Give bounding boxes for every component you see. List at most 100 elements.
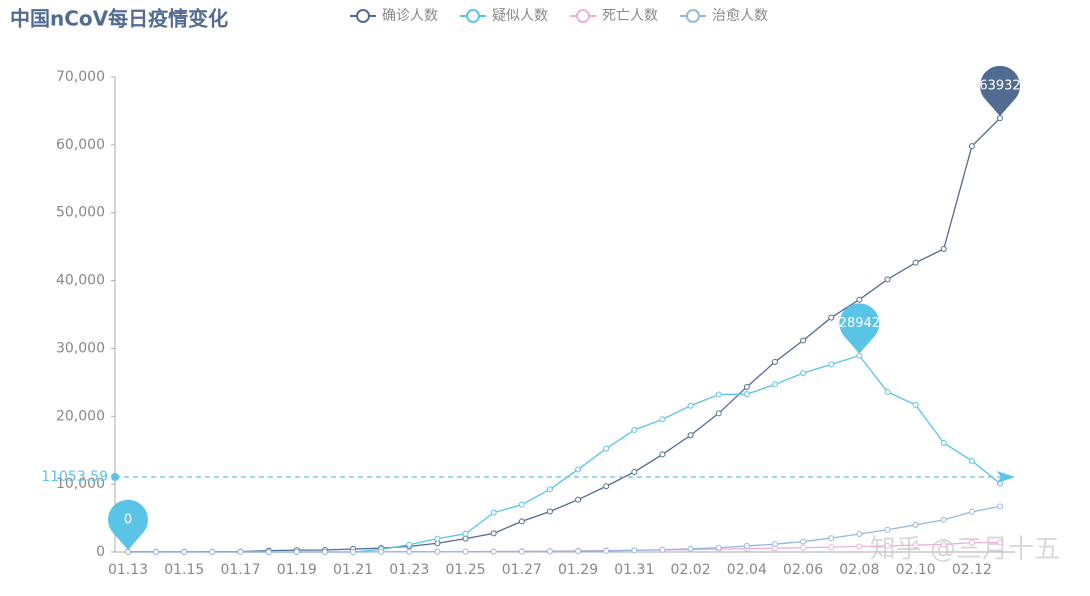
legend-icon <box>576 9 590 23</box>
legend-icon <box>686 9 700 23</box>
point <box>406 548 413 555</box>
mark-pin <box>980 65 1021 117</box>
point <box>603 483 610 490</box>
y-tick-label: 40,000 <box>56 273 105 289</box>
point <box>940 439 947 446</box>
point <box>997 115 1003 122</box>
chart-title: 中国nCoV每日疫情变化 <box>10 7 228 31</box>
y-tick-label: 50,000 <box>56 205 105 221</box>
point <box>912 542 919 549</box>
x-tick-label: 02.12 <box>952 562 992 578</box>
x-tick-label: 01.23 <box>389 562 429 578</box>
mark-pin <box>108 499 148 550</box>
x-tick-label: 01.21 <box>333 562 373 578</box>
point <box>800 370 807 377</box>
point <box>940 516 947 523</box>
legend-icon <box>356 9 370 23</box>
point <box>209 549 216 555</box>
mark-pin-label: 63932 <box>979 79 1020 94</box>
legend-item[interactable]: 确诊人数 <box>350 8 438 24</box>
point <box>406 541 413 548</box>
y-tick-label: 30,000 <box>56 340 105 356</box>
point <box>828 314 835 321</box>
x-tick-label: 02.04 <box>727 562 767 578</box>
legend-item[interactable]: 治愈人数 <box>680 8 768 24</box>
point <box>181 549 188 555</box>
point <box>997 503 1003 510</box>
point <box>743 383 750 390</box>
legend-item[interactable]: 疑似人数 <box>460 8 548 24</box>
y-tick-label: 0 <box>96 544 105 560</box>
legend-item[interactable]: 死亡人数 <box>570 8 658 24</box>
point <box>884 542 891 549</box>
point <box>631 426 638 433</box>
series-line <box>128 354 1001 553</box>
point <box>546 548 553 555</box>
point <box>631 468 638 475</box>
point <box>518 548 525 555</box>
x-tick-label: 01.31 <box>614 562 654 578</box>
point <box>715 544 722 551</box>
legend-label: 治愈人数 <box>712 8 768 24</box>
legend-label: 确诊人数 <box>382 8 438 24</box>
point <box>434 535 441 542</box>
point <box>912 259 919 266</box>
average-arrow <box>997 470 1015 483</box>
point <box>968 457 975 464</box>
point <box>856 296 863 303</box>
y-tick-label: 10,000 <box>56 476 105 492</box>
point <box>462 535 469 542</box>
point <box>631 547 638 554</box>
point <box>575 466 582 473</box>
point <box>575 548 582 555</box>
point <box>884 388 891 395</box>
x-tick-label: 01.25 <box>446 562 486 578</box>
series-line <box>128 505 1001 553</box>
point <box>659 416 666 423</box>
point <box>771 381 778 388</box>
point <box>603 445 610 452</box>
point <box>321 549 328 555</box>
legend-label: 疑似人数 <box>492 8 548 24</box>
x-tick-label: 01.17 <box>220 562 260 578</box>
point <box>828 535 835 542</box>
point <box>856 543 863 550</box>
point <box>687 545 694 552</box>
point <box>265 549 272 555</box>
point <box>490 530 497 537</box>
point <box>940 245 947 252</box>
x-tick-label: 01.15 <box>164 562 204 578</box>
point <box>800 544 807 551</box>
point <box>350 549 357 555</box>
x-tick-label: 01.13 <box>108 562 148 578</box>
point <box>603 547 610 554</box>
point <box>575 496 582 503</box>
point <box>743 542 750 549</box>
point <box>743 391 750 398</box>
point <box>125 549 131 555</box>
x-tick-label: 01.29 <box>558 562 598 578</box>
point <box>490 509 497 516</box>
point <box>518 518 525 525</box>
point <box>968 143 975 150</box>
point <box>856 352 863 359</box>
y-tick-label: 20,000 <box>56 408 105 424</box>
point <box>912 401 919 408</box>
point <box>546 486 553 493</box>
point <box>490 548 497 555</box>
point <box>659 546 666 553</box>
point <box>462 548 469 555</box>
point <box>546 508 553 515</box>
legend-label: 死亡人数 <box>602 8 658 24</box>
point <box>856 531 863 538</box>
point <box>800 538 807 545</box>
point <box>687 402 694 409</box>
point <box>715 410 722 417</box>
point <box>940 541 947 548</box>
point <box>997 539 1003 546</box>
point <box>715 391 722 398</box>
point <box>828 544 835 551</box>
mark-pin-label: 28942 <box>839 316 880 331</box>
x-tick-label: 02.02 <box>671 562 711 578</box>
point <box>884 526 891 533</box>
